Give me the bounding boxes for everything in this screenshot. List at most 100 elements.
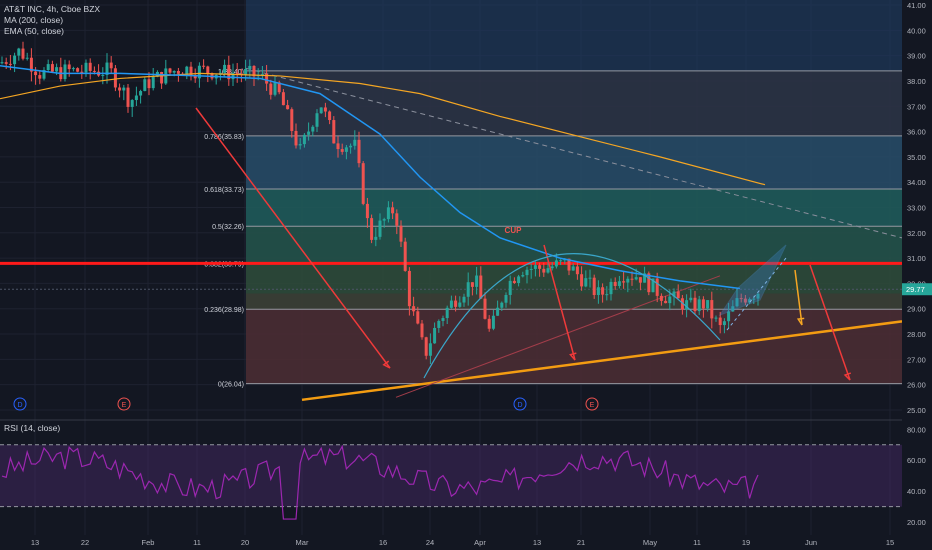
candle-body xyxy=(479,275,483,299)
ma-legend[interactable]: MA (200, close) xyxy=(4,15,64,25)
rsi-pane xyxy=(0,419,932,520)
candle-body xyxy=(113,68,117,88)
time-tick: 19 xyxy=(742,538,750,547)
candle-body xyxy=(638,277,642,283)
candle-body xyxy=(693,297,697,312)
indicators xyxy=(0,65,766,290)
candle-body xyxy=(458,302,462,307)
candle-body xyxy=(13,55,17,65)
candle-body xyxy=(731,306,735,312)
candle-body xyxy=(626,278,630,283)
current-price-badge xyxy=(902,283,932,296)
candle-body xyxy=(185,66,189,75)
fib-zone-top xyxy=(246,0,902,71)
down-arrow-1 xyxy=(195,107,391,369)
ema-legend[interactable]: EMA (50, close) xyxy=(4,26,64,36)
candle-body xyxy=(664,300,668,304)
time-tick: 11 xyxy=(693,538,701,547)
candle-body xyxy=(605,294,609,296)
ema-50-line xyxy=(0,65,741,290)
candle-body xyxy=(382,219,386,221)
candle-body xyxy=(441,318,445,321)
candle-body xyxy=(197,65,201,79)
candle-body xyxy=(176,70,180,74)
candle-body xyxy=(403,241,407,271)
candle-body xyxy=(739,298,743,300)
candle-body xyxy=(294,130,298,146)
candle-body xyxy=(504,294,508,303)
candle-body xyxy=(647,273,651,293)
down-arrow-orange-head xyxy=(796,317,805,326)
fib-zone xyxy=(246,70,902,136)
candle-body xyxy=(336,143,340,150)
candle-body xyxy=(168,68,172,73)
candle-body xyxy=(46,64,50,71)
candle-body xyxy=(580,274,584,287)
candle-body xyxy=(466,282,470,297)
price-tick: 33.00 xyxy=(907,204,926,213)
candle-body xyxy=(412,306,416,312)
rsi-legend[interactable]: RSI (14, close) xyxy=(4,423,61,433)
candle-body xyxy=(76,68,80,72)
candle-body xyxy=(80,71,84,73)
candle-body xyxy=(223,64,227,73)
price-tick: 31.00 xyxy=(907,254,926,263)
candle-body xyxy=(134,95,138,101)
price-tick: 32.00 xyxy=(907,229,926,238)
event-marker xyxy=(13,397,27,411)
candle-body xyxy=(38,75,42,79)
candle-body xyxy=(689,297,693,301)
candle-body xyxy=(622,281,626,283)
support-line xyxy=(301,320,903,402)
fib-level-label: 1(38.40) xyxy=(218,69,244,76)
candle-body xyxy=(357,139,361,164)
candle-body xyxy=(265,73,269,84)
time-axis-bg xyxy=(0,535,932,550)
time-tick: Feb xyxy=(142,538,155,547)
price-tick: 41.00 xyxy=(907,1,926,10)
candle-body xyxy=(269,83,273,95)
candle-body xyxy=(550,266,554,269)
time-tick: May xyxy=(643,538,657,547)
candle-body xyxy=(122,87,126,91)
candle-body xyxy=(365,203,369,219)
candle-body xyxy=(454,300,458,307)
symbol-title[interactable]: AT&T INC, 4h, Cboe BZX xyxy=(4,4,101,14)
event-marker-label: D xyxy=(517,402,522,409)
price-tick: 35.00 xyxy=(907,153,926,162)
candle-body xyxy=(592,277,596,296)
fib-zone xyxy=(246,263,902,310)
price-tick: 37.00 xyxy=(907,102,926,111)
price-axis[interactable]: 41.00 40.00 39.00 38.00 37.00 36.00 35.00 34.00… xyxy=(902,0,932,535)
candle-body xyxy=(655,278,659,296)
candle-body xyxy=(248,65,252,70)
candle-body xyxy=(609,281,613,295)
candle-body xyxy=(538,265,542,269)
candle-body xyxy=(554,260,558,267)
candle-body xyxy=(735,298,739,307)
fib-zone xyxy=(246,309,902,384)
candle-body xyxy=(252,65,256,77)
candle-body xyxy=(433,327,437,344)
candle-body xyxy=(668,296,672,304)
price-tick: 36.00 xyxy=(907,128,926,137)
rsi-tick: 40.00 xyxy=(907,487,926,496)
time-axis[interactable]: 13 22 Feb 11 20 Mar 16 24 Apr 13 21 May 11 19 Jun 15 xyxy=(0,535,932,550)
candle-body xyxy=(21,48,25,59)
cup-label: CUP xyxy=(505,226,523,235)
candle-body xyxy=(416,311,420,324)
price-tick: 34.00 xyxy=(907,178,926,187)
candle-body xyxy=(617,281,621,286)
candle-body xyxy=(601,287,605,295)
candle-body xyxy=(172,70,176,73)
price-tick: 28.00 xyxy=(907,330,926,339)
candle-body xyxy=(462,296,466,303)
candle-body xyxy=(743,298,747,303)
candle-body xyxy=(437,320,441,328)
candle-body xyxy=(118,87,122,91)
candle-body xyxy=(487,318,491,329)
candle-body xyxy=(315,113,319,127)
candle-body xyxy=(386,207,390,220)
candle-body xyxy=(202,65,206,67)
